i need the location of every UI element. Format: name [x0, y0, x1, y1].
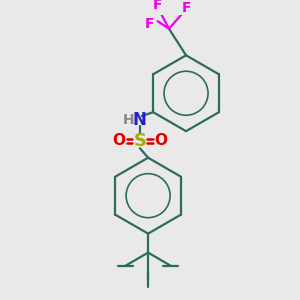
Text: O: O	[154, 133, 167, 148]
Text: H: H	[123, 113, 134, 127]
Text: F: F	[145, 17, 155, 31]
Text: O: O	[112, 133, 125, 148]
Text: F: F	[181, 1, 191, 15]
Text: F: F	[153, 0, 162, 12]
Text: N: N	[133, 111, 147, 129]
Text: S: S	[134, 132, 146, 150]
